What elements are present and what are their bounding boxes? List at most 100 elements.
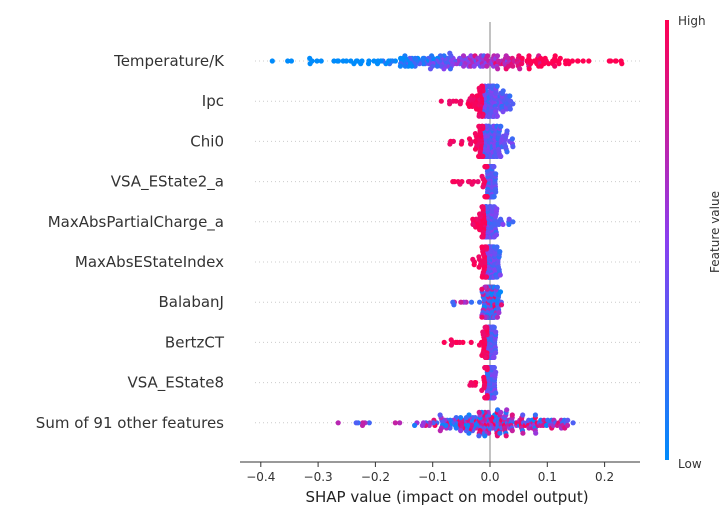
shap-point [519,61,525,67]
feature-labels: Temperature/K Ipc Chi0 VSA_EState2_a MaxAbsP… [36,52,225,432]
shap-point [509,428,515,434]
shap-point [472,131,478,137]
shap-point [493,350,499,356]
shap-point [318,58,324,64]
shap-point [470,221,476,227]
shap-point [495,66,501,72]
shap-point [450,299,456,305]
shap-point [466,136,473,142]
shap-point [482,395,488,401]
colorbar: High Low Feature value [665,14,722,471]
shap-point [458,415,464,421]
shap-point [479,286,485,292]
shap-point [493,390,499,396]
shap-point [472,146,479,152]
feature-label: MaxAbsEStateIndex [75,253,224,271]
shap-point [450,98,456,104]
shap-point [307,61,313,67]
shap-point [491,194,497,200]
shap-point [494,314,500,320]
shap-point [517,66,523,72]
x-tick-label: 0.2 [595,470,614,484]
shap-point [569,58,576,64]
shap-point [438,98,444,104]
shap-point [479,234,485,240]
colorbar-gradient [665,20,669,460]
shap-point [467,382,473,388]
shap-point [491,354,497,360]
x-tick-label: −0.4 [246,470,275,484]
shap-point [476,85,482,91]
shap-point [348,58,354,64]
shap-point [546,61,552,67]
shap-point [479,244,485,250]
shap-point [450,179,456,185]
shap-point [506,221,512,227]
shap-point [463,415,469,421]
shap-point [509,136,515,142]
shap-point [520,412,526,418]
shap-point [497,289,504,295]
shap-point [470,216,476,222]
shap-point [340,58,346,64]
shap-point [580,58,586,64]
shap-point [494,244,500,250]
shap-point [493,232,500,238]
shap-point [477,211,483,217]
shap-point [468,339,474,345]
shap-point [506,216,512,222]
shap-point [608,58,614,64]
x-tick-label: 0.0 [480,470,499,484]
shap-point [473,106,480,112]
shap-point [480,184,486,190]
shap-point [496,310,502,316]
shap-point [479,314,485,320]
shap-point [482,365,488,371]
x-axis-ticks: −0.4 −0.3 −0.2 −0.1 0.0 0.1 0.2 [246,462,614,484]
shap-point [427,66,434,72]
shap-point [586,58,592,64]
shap-point [476,153,482,159]
shap-point [412,422,418,428]
shap-point [430,420,436,426]
shap-point [493,329,499,335]
x-tick-label: −0.3 [304,470,333,484]
shap-point [476,254,482,260]
shap-point [458,428,464,434]
shap-point [479,352,485,358]
shap-point [510,219,516,225]
colorbar-title: Feature value [708,191,722,273]
shap-point [458,141,464,147]
shap-point [448,337,454,343]
shap-point [477,227,483,233]
shap-point [479,274,485,280]
shap-point [493,189,499,195]
shap-point [476,113,482,119]
shap-point [269,58,275,64]
feature-label: BalabanJ [159,293,225,311]
shap-point [448,342,454,348]
shap-point [482,194,488,200]
shap-point [335,420,341,426]
shap-point [479,173,485,179]
shap-point [520,430,526,436]
shap-point [441,339,447,345]
shap-point [331,58,337,64]
shap-point [575,58,581,64]
shap-point [476,264,482,270]
shap-point [565,417,571,423]
shap-point [288,58,294,64]
shap-point [498,123,504,129]
shap-point [468,299,475,305]
shap-point [498,153,504,159]
feature-label: BertzCT [165,333,225,351]
feature-label: Temperature/K [113,52,225,70]
feature-label: VSA_EState2_a [111,173,224,192]
shap-point [365,61,372,67]
shap-point [526,53,532,59]
shap-point [494,284,500,290]
shap-point [504,149,510,155]
shap-point [484,63,490,69]
shap-point [476,342,483,348]
shap-point [307,55,313,62]
